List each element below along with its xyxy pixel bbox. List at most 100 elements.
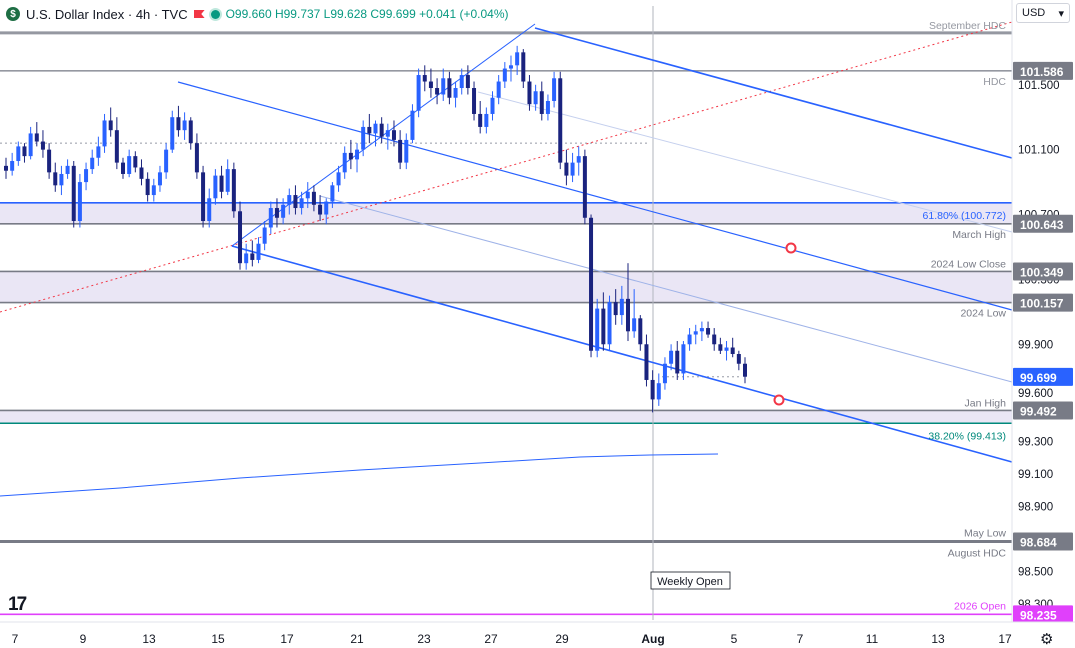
candle [404, 133, 409, 170]
flag-icon[interactable] [193, 10, 205, 18]
candle [28, 126, 33, 160]
chart-title[interactable]: U.S. Dollar Index · 4h · TVC [26, 6, 188, 22]
candle-body [330, 185, 335, 202]
candle-body [157, 172, 162, 186]
candle-body [632, 318, 637, 332]
candle-body [305, 191, 310, 199]
candle-body [502, 68, 507, 82]
candle [730, 337, 735, 358]
candle [385, 123, 390, 150]
candle-body [342, 152, 347, 173]
candle [164, 143, 169, 179]
price-tick-label: 99.100 [1018, 469, 1053, 481]
candle-body [71, 165, 76, 222]
candle-body [47, 149, 52, 173]
time-axis: 7 9 13 15 17 21 23 27 29 Aug 5 7 11 13 17 [0, 621, 1075, 648]
candle [398, 130, 403, 170]
time-tick-label: 13 [931, 632, 945, 646]
candle-body [650, 379, 655, 400]
price-zone [0, 410, 1012, 424]
candle [139, 159, 144, 186]
candle-body [311, 191, 316, 205]
market-status-icon [210, 9, 220, 19]
price-badge: 100.349 [1013, 262, 1073, 281]
tradingview-logo[interactable]: 17 [8, 594, 27, 615]
candle-body [687, 334, 692, 345]
price-badge-label: 98.684 [1020, 535, 1057, 549]
candle [342, 146, 347, 179]
level-label: 38.20% (99.413) [928, 430, 1006, 442]
candle [231, 162, 236, 218]
candle [114, 117, 119, 170]
candle [447, 71, 452, 105]
candle [699, 321, 704, 342]
price-badge-label: 100.643 [1020, 218, 1064, 232]
candle-body [34, 133, 39, 142]
price-zones [0, 202, 1012, 424]
candle-body [576, 156, 581, 163]
reference-lines [0, 6, 1012, 620]
candle-body [410, 110, 415, 140]
price-badge: 100.643 [1013, 214, 1073, 233]
candle [287, 188, 292, 215]
time-tick-label: 5 [731, 632, 738, 646]
candle-body [194, 143, 199, 173]
candle-body [718, 344, 723, 351]
candle-body [398, 139, 403, 163]
candle [348, 139, 353, 170]
currency-selector[interactable]: USD ▾ [1016, 3, 1070, 23]
candle [268, 201, 273, 234]
candle-body [90, 157, 95, 170]
currency-label: USD [1022, 7, 1046, 19]
candle-body [428, 81, 433, 89]
candle-body [416, 75, 421, 111]
candle [459, 68, 464, 95]
candle-body [484, 113, 489, 127]
candle-body [22, 146, 27, 157]
candle-body [188, 120, 193, 144]
candle-body [712, 334, 717, 345]
candle [213, 169, 218, 205]
weekly-open-box [650, 571, 731, 590]
candle [127, 149, 132, 178]
candle [656, 373, 661, 406]
time-tick-label: 21 [350, 632, 364, 646]
channel-line [177, 81, 1013, 311]
price-badge: 99.699 [1013, 367, 1073, 386]
price-badge-box [1013, 605, 1073, 624]
candle [527, 75, 532, 111]
candle [687, 328, 692, 351]
candle [644, 334, 649, 387]
time-tick-label: 11 [866, 632, 879, 646]
candle-body [293, 195, 298, 209]
candle [625, 263, 630, 342]
candle-body [607, 302, 612, 345]
candle [650, 370, 655, 413]
level-label: HDC [983, 76, 1006, 88]
candle-body [743, 363, 747, 377]
price-tick-label: 99.900 [1018, 339, 1053, 351]
candle [305, 182, 310, 209]
candle-body [139, 167, 144, 179]
candle [422, 65, 427, 92]
candle-body [625, 298, 630, 332]
candle-body [681, 344, 686, 374]
candle [102, 113, 107, 153]
price-badge-label: 101.586 [1020, 65, 1064, 79]
candle-body [706, 328, 711, 335]
candle-body [472, 88, 477, 114]
time-tick-label: 15 [211, 632, 225, 646]
candle [712, 328, 717, 351]
candle [496, 75, 501, 105]
candle [188, 117, 193, 150]
candle-body [736, 354, 741, 364]
candle [453, 81, 458, 108]
candle-body [231, 169, 236, 212]
candle [77, 173, 82, 228]
settings-gear-icon[interactable]: ⚙ [1040, 631, 1054, 648]
level-labels: September HDC HDC 61.80% (100.772) March Hi… [650, 20, 1006, 612]
time-tick-label: 7 [12, 632, 19, 646]
candle [59, 165, 64, 196]
price-badge: 100.157 [1013, 293, 1073, 312]
